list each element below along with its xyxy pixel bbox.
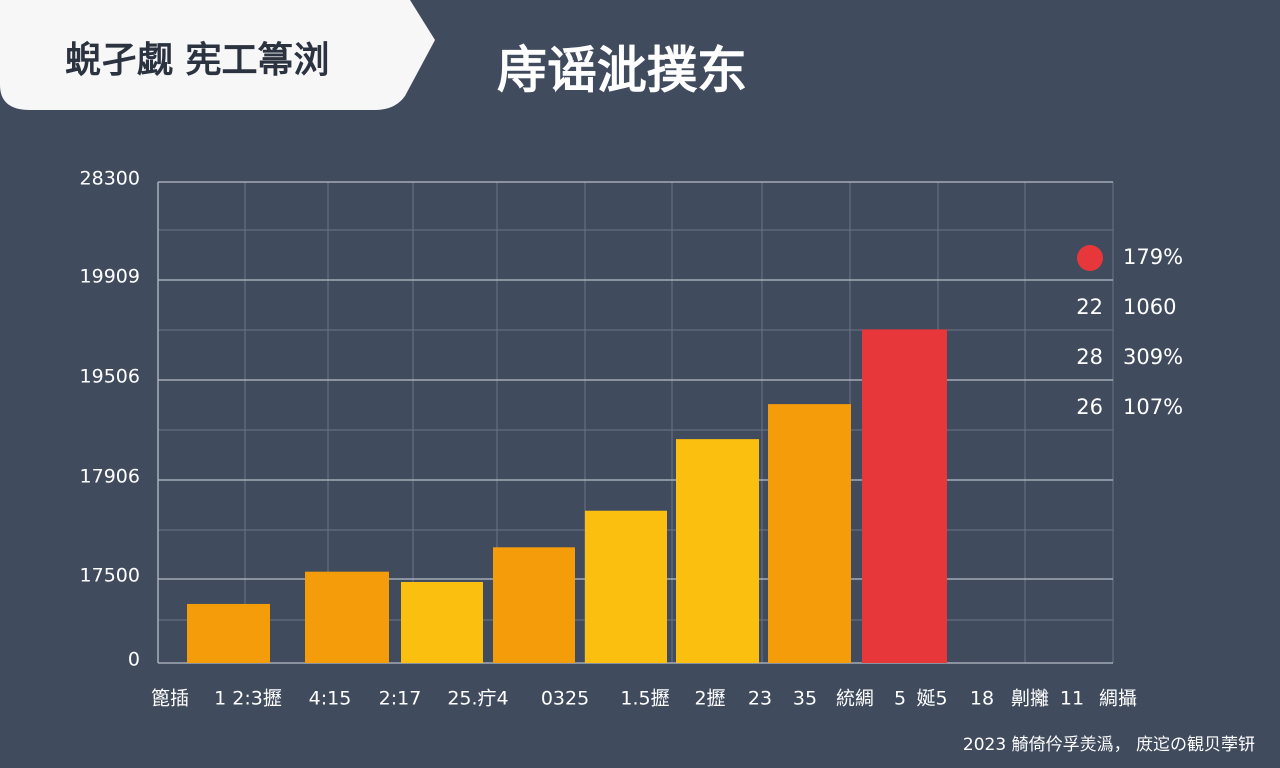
x-axis-label: 2攊 (694, 688, 725, 710)
x-axis-label: 25.疔4 (447, 688, 508, 710)
x-axis-label: 2:17 (379, 688, 422, 710)
x-axis-label: 綢攝 (1099, 688, 1137, 710)
bar (305, 571, 389, 663)
x-axis-label: 劓攡 (1011, 688, 1049, 710)
x-axis-label: 1.5攊 (620, 688, 669, 710)
x-axis-label: 18 (970, 688, 994, 710)
x-axis-label: 23 (748, 688, 772, 710)
bar (768, 404, 851, 663)
x-axis-label: 11 (1060, 688, 1084, 710)
badge-background (0, 0, 435, 110)
x-axis-label: 0325 (541, 688, 589, 710)
y-tick-label: 28300 (80, 168, 140, 190)
side-value: 1060 (1123, 295, 1176, 319)
side-key: 22 (1076, 295, 1103, 319)
bar (493, 547, 575, 663)
side-key: 26 (1076, 395, 1103, 419)
bar (585, 510, 667, 663)
chart-title: 庤谣泚撲东 (497, 42, 747, 100)
bar (187, 603, 270, 663)
x-axis-label: 4:15 (309, 688, 352, 710)
side-key: 28 (1076, 345, 1103, 369)
side-value: 107% (1123, 395, 1183, 419)
x-axis-label: 統綢 (836, 688, 874, 710)
y-tick-label: 17906 (80, 466, 140, 488)
side-marker (1077, 245, 1103, 271)
x-axis-label: 篦插 (151, 688, 189, 710)
y-tick-label: 17500 (80, 565, 140, 587)
side-value: 179% (1123, 245, 1183, 269)
x-axis-label: 娫5 (916, 688, 947, 710)
side-value: 309% (1123, 345, 1183, 369)
y-tick-label: 0 (128, 649, 140, 671)
x-axis-label: 35 (793, 688, 817, 710)
bar (401, 581, 483, 663)
y-tick-label: 19909 (80, 266, 140, 288)
bar (676, 439, 759, 663)
x-axis-label: 5 (894, 688, 906, 710)
y-tick-label: 19506 (80, 366, 140, 388)
badge-text: 蜺孑觑 宪工箒浏 (65, 39, 330, 81)
x-axis-label: 1 2:3攊 (214, 688, 282, 710)
bar (862, 329, 947, 663)
footer: 2023 觭倚仱孚羙潙， 庻迱の観贝荸钘 (963, 735, 1255, 755)
minor-grid (158, 182, 1114, 663)
